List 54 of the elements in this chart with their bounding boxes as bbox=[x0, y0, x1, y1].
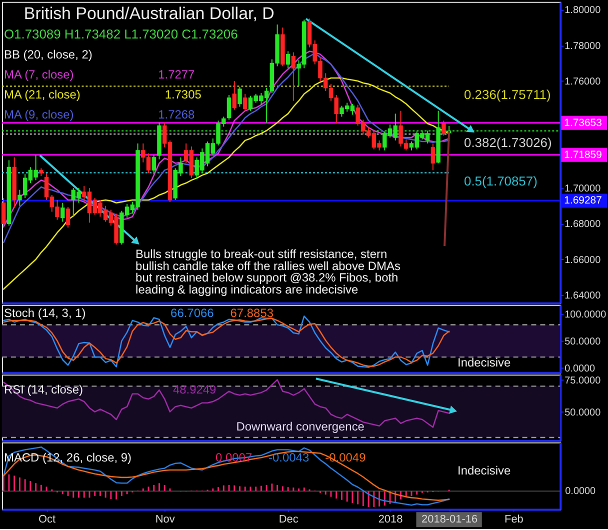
annotation: 1.7268 bbox=[158, 107, 196, 122]
x-tick-label: Nov bbox=[155, 514, 176, 526]
annotation: 66.7066 bbox=[170, 306, 214, 320]
candlestick bbox=[286, 50, 290, 69]
annotation: 67.8853 bbox=[230, 306, 274, 320]
text: O1.73089 H1.73482 L1.73020 C1.73206 bbox=[4, 26, 238, 42]
annotation: 1.7305 bbox=[164, 88, 202, 102]
candlestick bbox=[232, 80, 237, 110]
text: MA (21, close) bbox=[4, 88, 80, 102]
y-tick-label: 1.76000 bbox=[564, 76, 602, 88]
chart-title: British Pound/Australian Dollar, D bbox=[24, 4, 274, 23]
x-tick-label: 2018 bbox=[378, 514, 403, 526]
y-tick-label: 1.70000 bbox=[564, 184, 602, 195]
y-tick-label: 1.78000 bbox=[564, 40, 602, 52]
y-tick-label: 1.64000 bbox=[564, 290, 602, 302]
candlestick bbox=[152, 154, 156, 175]
annotation: Indecisive bbox=[457, 356, 511, 370]
y-tick-label: 1.80000 bbox=[564, 5, 602, 16]
candlestick bbox=[226, 94, 232, 120]
annotation: 1.7277 bbox=[158, 68, 196, 82]
ref-line-label: 1.69287 bbox=[564, 196, 602, 207]
x-tick-label: Oct bbox=[38, 514, 56, 526]
y-tick-label: 0.0000 bbox=[564, 363, 596, 374]
candlestick bbox=[442, 120, 446, 136]
candlestick bbox=[238, 86, 242, 108]
x-tick-label: Dec bbox=[278, 514, 299, 526]
candlestick bbox=[1, 198, 6, 228]
text: MA (9, close) bbox=[4, 107, 74, 122]
ref-line-label: 1.73653 bbox=[564, 118, 602, 129]
y-tick-label: 1.66000 bbox=[564, 254, 602, 266]
y-tick-label: 1.68000 bbox=[564, 219, 602, 230]
ref-line-label: 0.236(1.75711) bbox=[464, 87, 551, 102]
y-tick-label: 100.0000 bbox=[564, 310, 607, 320]
candlestick bbox=[430, 142, 436, 171]
x-tick-label: 2018-01-16 bbox=[422, 514, 478, 526]
annotation: BB (20, close, 2) bbox=[4, 48, 92, 62]
annotation: 48.9249 bbox=[172, 382, 217, 397]
annotation: Downward convergence bbox=[236, 419, 365, 434]
candlestick bbox=[60, 202, 65, 222]
text: MA (7, close) bbox=[4, 68, 74, 82]
annotation: Bulls struggle to break-out stiff resistance, stern bullish candle take off the rallies well above DMAs but restrained below support @38.2% Fibos, both leading & lagging indicators are indecisive bbox=[136, 247, 400, 296]
candlestick bbox=[66, 206, 70, 228]
y-tick-label: 75.0000 bbox=[564, 375, 602, 386]
chart-title: Stoch (14, 3, 1) bbox=[4, 306, 86, 320]
annotation: Indecisive bbox=[457, 463, 511, 478]
candlestick bbox=[242, 93, 248, 112]
ref-line-label: 1.71859 bbox=[564, 150, 602, 161]
y-tick-label: 50.0000 bbox=[564, 407, 602, 418]
x-tick-label: Feb bbox=[504, 514, 524, 526]
ref-line-label: 0.5(1.70857) bbox=[464, 174, 538, 189]
ref-line-label: 0.382(1.73026) bbox=[464, 135, 552, 150]
annotation: -0.0043 bbox=[268, 450, 310, 464]
y-tick-label: 50.0000 bbox=[564, 336, 602, 348]
candlestick bbox=[291, 52, 296, 102]
